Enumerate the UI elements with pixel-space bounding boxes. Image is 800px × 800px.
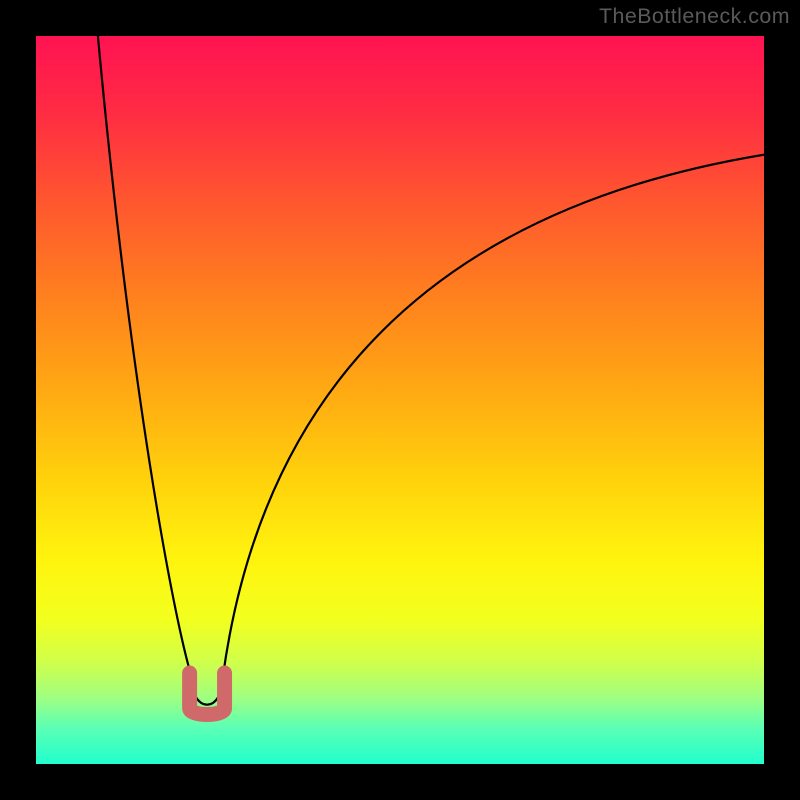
watermark-text: TheBottleneck.com [599,4,790,29]
bottleneck-chart [0,0,800,800]
chart-container: TheBottleneck.com [0,0,800,800]
plot-area [36,36,764,764]
